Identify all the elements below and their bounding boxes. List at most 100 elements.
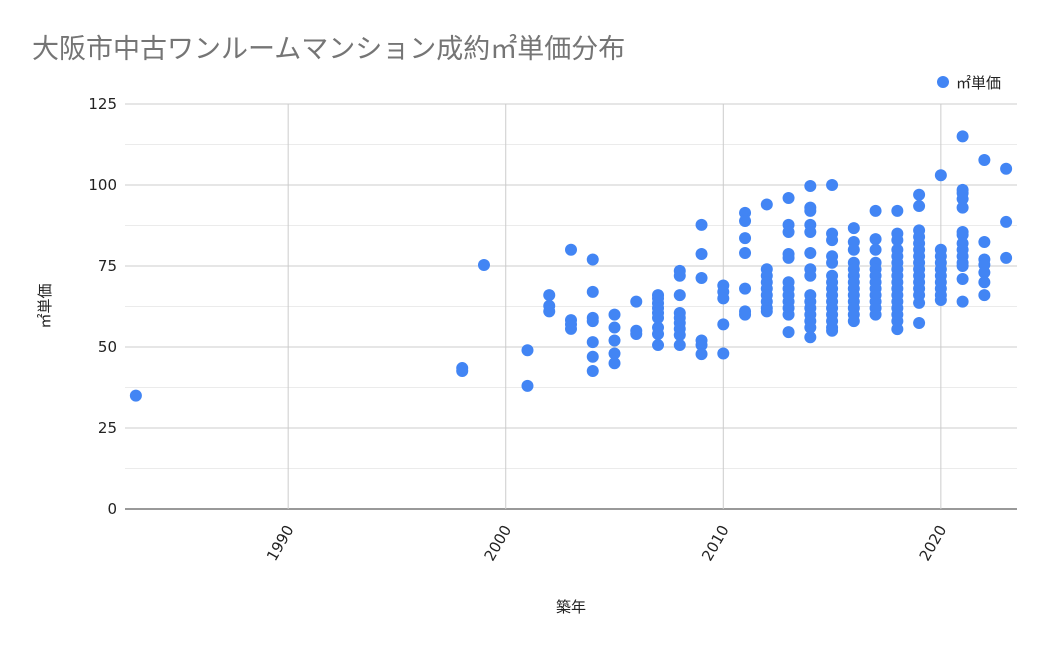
data-point[interactable]: [1000, 251, 1013, 264]
data-point[interactable]: [956, 201, 969, 214]
data-point[interactable]: [586, 315, 599, 328]
data-point[interactable]: [804, 225, 817, 238]
data-point[interactable]: [782, 308, 795, 321]
y-tick-label: 100: [88, 176, 117, 194]
y-tick-label: 25: [98, 419, 117, 437]
data-point[interactable]: [739, 282, 752, 295]
data-point[interactable]: [782, 251, 795, 264]
data-point[interactable]: [673, 339, 686, 352]
data-point[interactable]: [695, 271, 708, 284]
data-point[interactable]: [477, 259, 490, 272]
axis-ticks: 0 25 50 75 100 125 1990 2000 2010 2020: [88, 95, 950, 564]
data-point[interactable]: [804, 331, 817, 344]
x-axis-label: 築年: [556, 598, 586, 616]
data-point[interactable]: [630, 328, 643, 341]
data-point[interactable]: [804, 204, 817, 217]
data-point[interactable]: [913, 296, 926, 309]
y-tick-label: 75: [98, 257, 117, 275]
data-point[interactable]: [804, 179, 817, 192]
data-point[interactable]: [804, 247, 817, 260]
data-point[interactable]: [608, 347, 621, 360]
data-point[interactable]: [869, 243, 882, 256]
data-point[interactable]: [673, 329, 686, 342]
data-point[interactable]: [782, 326, 795, 339]
data-point[interactable]: [456, 364, 469, 377]
data-point[interactable]: [891, 323, 904, 336]
x-tick-label: 2010: [698, 522, 733, 564]
data-point[interactable]: [891, 234, 904, 247]
data-point[interactable]: [956, 228, 969, 241]
data-point[interactable]: [869, 233, 882, 246]
data-point[interactable]: [913, 188, 926, 201]
data-point[interactable]: [847, 315, 860, 328]
data-point[interactable]: [804, 269, 817, 282]
data-point[interactable]: [956, 260, 969, 272]
data-point[interactable]: [739, 308, 752, 321]
data-point[interactable]: [782, 191, 795, 204]
data-point[interactable]: [826, 234, 839, 247]
data-point[interactable]: [956, 272, 969, 285]
data-point[interactable]: [978, 276, 991, 289]
data-point[interactable]: [565, 243, 577, 256]
data-point[interactable]: [543, 289, 556, 302]
data-point[interactable]: [586, 285, 599, 298]
data-point[interactable]: [978, 236, 991, 249]
data-point[interactable]: [652, 328, 665, 341]
data-point[interactable]: [608, 321, 621, 334]
data-point[interactable]: [717, 292, 730, 305]
data-point[interactable]: [760, 305, 773, 318]
data-point[interactable]: [695, 339, 708, 352]
data-point[interactable]: [869, 308, 882, 321]
data-point[interactable]: [586, 350, 599, 363]
data-point[interactable]: [978, 154, 991, 167]
data-point[interactable]: [695, 248, 708, 261]
data-point[interactable]: [913, 317, 926, 330]
data-point[interactable]: [760, 198, 773, 211]
data-point[interactable]: [869, 204, 882, 217]
data-point[interactable]: [934, 169, 947, 182]
data-point[interactable]: [847, 243, 860, 256]
data-point[interactable]: [978, 289, 991, 302]
data-point[interactable]: [652, 311, 665, 324]
data-point[interactable]: [913, 200, 926, 213]
data-point[interactable]: [739, 214, 752, 227]
legend[interactable]: ㎡単価: [937, 74, 1001, 92]
data-point[interactable]: [586, 336, 599, 349]
data-point[interactable]: [956, 295, 969, 308]
data-point[interactable]: [608, 334, 621, 347]
data-point[interactable]: [565, 322, 577, 335]
data-point[interactable]: [804, 321, 817, 334]
data-point[interactable]: [695, 348, 708, 361]
data-point[interactable]: [673, 269, 686, 282]
data-point[interactable]: [630, 295, 643, 308]
data-point[interactable]: [608, 357, 621, 370]
data-point[interactable]: [934, 294, 947, 307]
data-point[interactable]: [586, 364, 599, 377]
data-point[interactable]: [717, 318, 730, 331]
data-point[interactable]: [739, 247, 752, 260]
data-point[interactable]: [978, 266, 991, 279]
x-tick-label: 2020: [916, 522, 951, 564]
data-point[interactable]: [826, 179, 839, 191]
data-point[interactable]: [586, 253, 599, 266]
y-tick-label: 125: [88, 95, 117, 113]
data-point[interactable]: [652, 339, 665, 352]
data-point[interactable]: [891, 204, 904, 217]
data-point[interactable]: [956, 192, 969, 205]
data-point[interactable]: [1000, 215, 1013, 228]
data-point[interactable]: [1000, 162, 1013, 175]
data-point[interactable]: [717, 347, 730, 360]
data-point[interactable]: [847, 222, 860, 235]
data-point[interactable]: [826, 256, 839, 269]
data-point[interactable]: [826, 324, 839, 337]
data-point[interactable]: [695, 218, 708, 231]
data-point[interactable]: [521, 379, 534, 392]
data-point[interactable]: [739, 232, 752, 245]
data-point[interactable]: [782, 225, 795, 238]
data-point[interactable]: [608, 308, 621, 321]
data-point[interactable]: [673, 289, 686, 302]
data-point[interactable]: [521, 344, 534, 357]
data-point[interactable]: [543, 305, 556, 318]
data-point[interactable]: [956, 130, 969, 143]
data-point[interactable]: [129, 389, 142, 402]
